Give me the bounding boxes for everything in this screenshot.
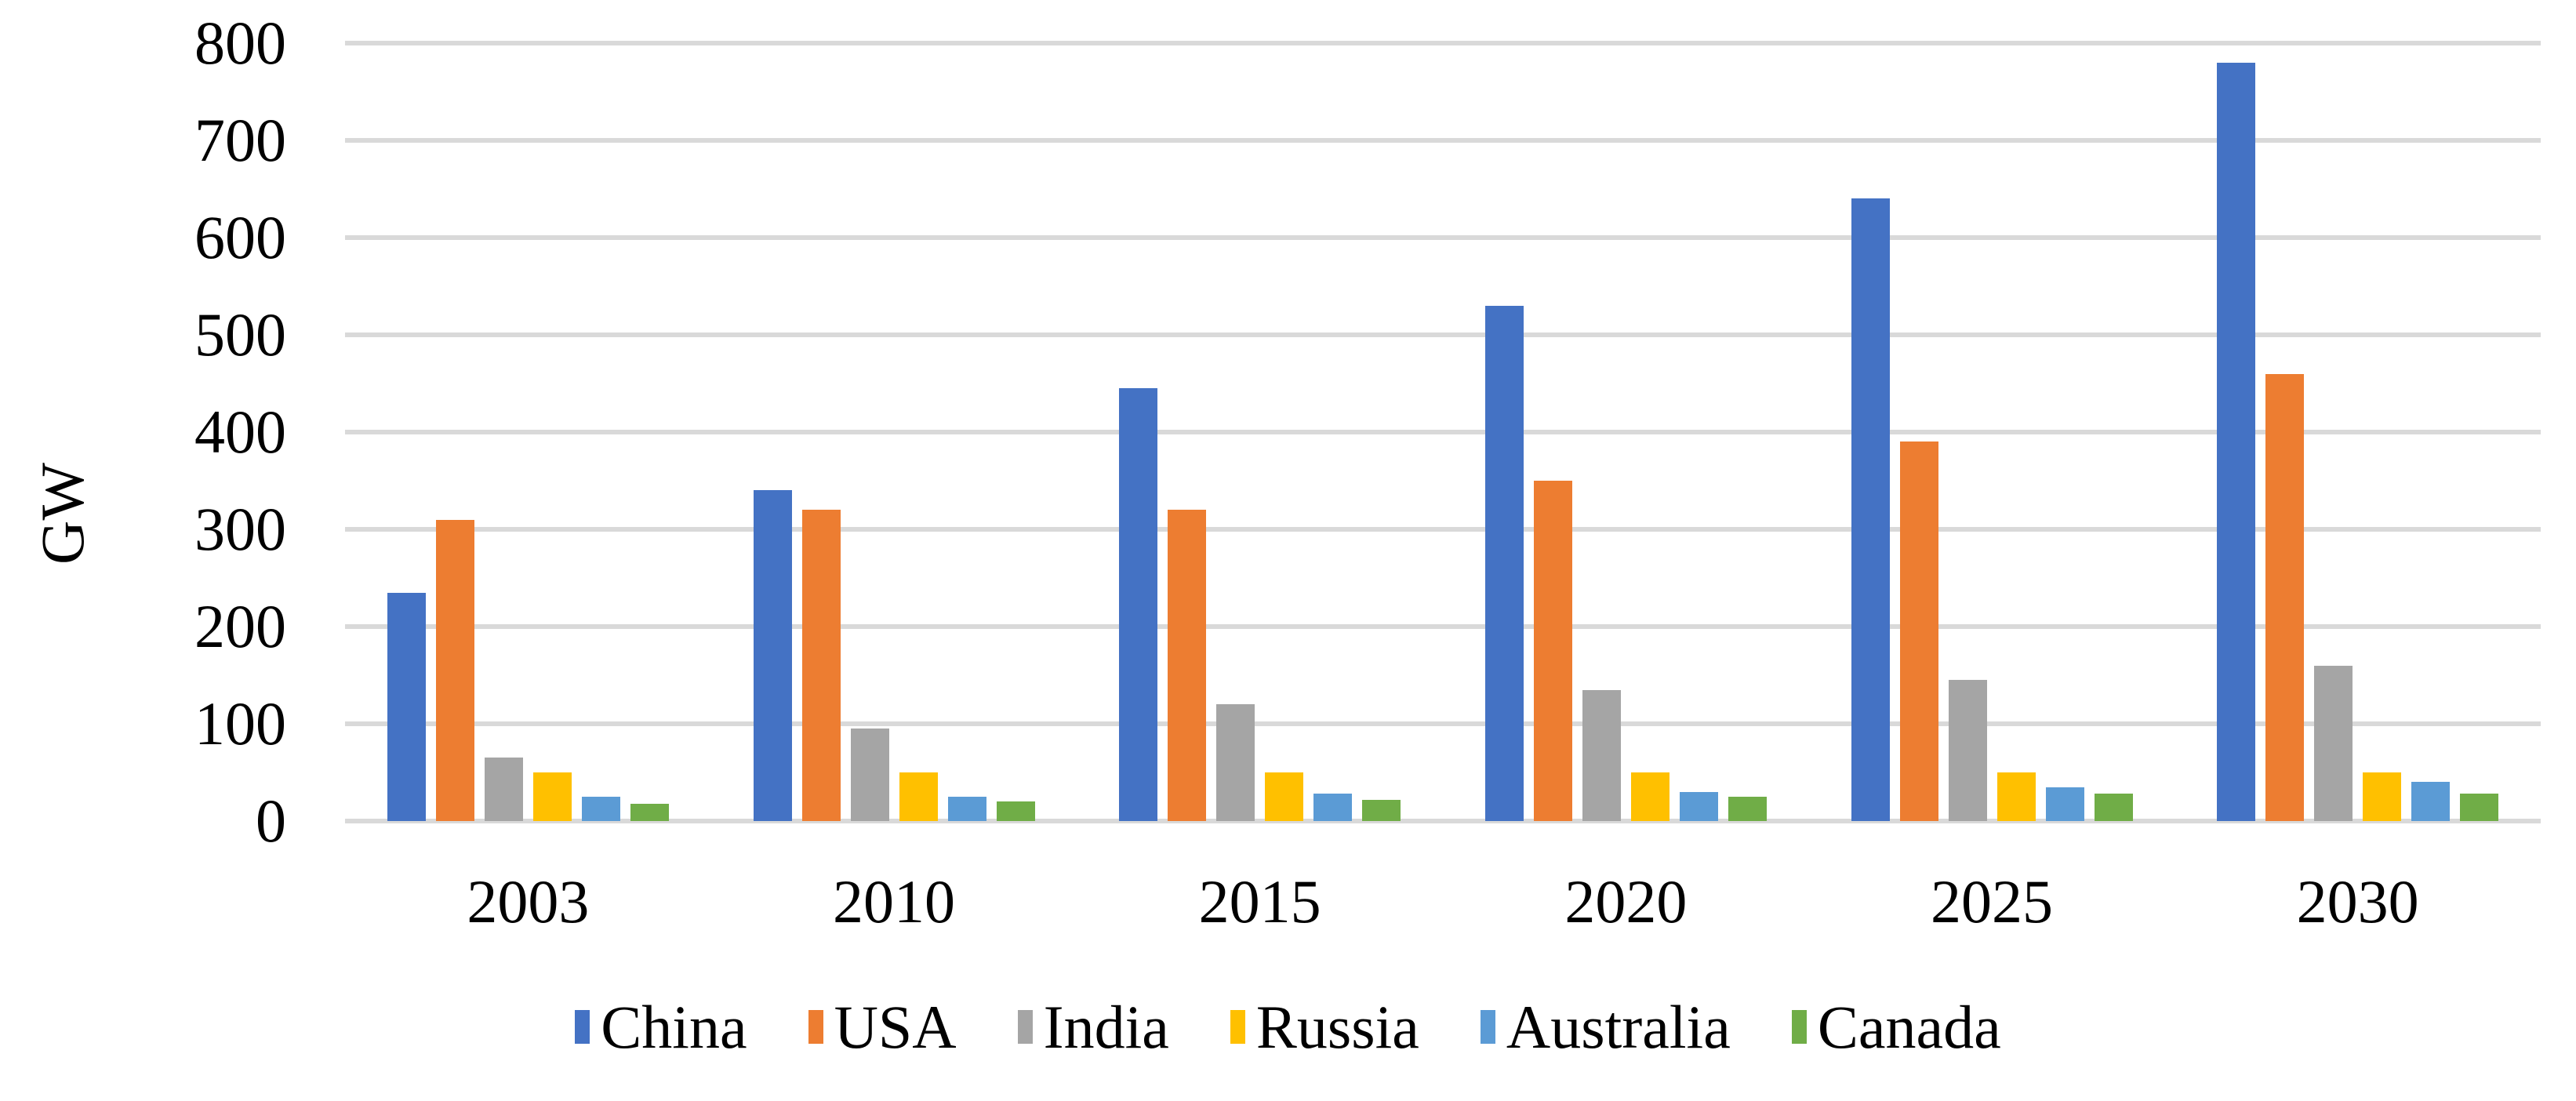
y-tick-label: 0 (256, 787, 286, 855)
bar-india-2010 (850, 729, 889, 821)
bar-china-2025 (1851, 198, 1890, 821)
y-tick-label: 700 (194, 106, 286, 174)
bar-russia-2030 (2363, 772, 2402, 821)
bar-usa-2030 (2265, 373, 2305, 821)
gridline (345, 332, 2541, 337)
x-axis-line (345, 819, 2541, 823)
bar-canada-2025 (2094, 794, 2133, 821)
bar-australia-2025 (2045, 787, 2084, 821)
bar-china-2010 (753, 490, 792, 821)
bar-australia-2020 (1679, 791, 1718, 821)
bar-australia-2015 (1313, 794, 1353, 821)
y-tick-label: 800 (194, 9, 286, 77)
gridline (345, 527, 2541, 532)
legend: China USA India Russia Australia Canada (0, 990, 2576, 1064)
x-category-label: 2030 (2296, 867, 2419, 936)
bar-usa-2015 (1168, 510, 1207, 821)
y-tick-label: 500 (194, 300, 286, 369)
bar-russia-2010 (899, 772, 938, 821)
gridline (345, 430, 2541, 434)
legend-label: USA (834, 993, 957, 1061)
bar-india-2015 (1216, 704, 1255, 821)
legend-item-russia: Russia (1230, 990, 1419, 1064)
y-tick-label: 300 (194, 495, 286, 563)
legend-label: India (1043, 993, 1169, 1061)
x-category-label: 2010 (832, 867, 955, 936)
bar-australia-2030 (2411, 782, 2451, 821)
bar-china-2020 (1484, 305, 1524, 821)
legend-marker-russia (1230, 1010, 1245, 1044)
gridline (345, 235, 2541, 240)
bar-canada-2003 (630, 803, 669, 821)
bar-china-2003 (387, 592, 426, 821)
bar-canada-2015 (1362, 799, 1401, 821)
y-tick-label: 200 (194, 592, 286, 660)
y-tick-label: 100 (194, 689, 286, 758)
bar-russia-2003 (532, 772, 572, 821)
legend-item-india: India (1017, 990, 1169, 1064)
bar-russia-2020 (1630, 772, 1669, 821)
bar-canada-2010 (996, 801, 1035, 821)
bar-usa-2003 (435, 519, 474, 821)
legend-item-canada: Canada (1791, 990, 2001, 1064)
bar-china-2015 (1119, 388, 1158, 821)
bar-russia-2025 (1996, 772, 2036, 821)
legend-marker-india (1017, 1010, 1033, 1044)
bar-usa-2020 (1533, 481, 1572, 821)
legend-label: Australia (1506, 993, 1731, 1061)
x-category-label: 2025 (1930, 867, 2053, 936)
bar-india-2003 (484, 758, 523, 821)
legend-item-australia: Australia (1480, 990, 1731, 1064)
gridline (345, 138, 2541, 143)
x-category-label: 2003 (467, 867, 590, 936)
legend-marker-canada (1791, 1010, 1807, 1044)
y-tick-label: 600 (194, 203, 286, 271)
gridline (345, 41, 2541, 45)
bar-australia-2003 (581, 797, 620, 821)
legend-marker-australia (1480, 1010, 1495, 1044)
legend-marker-china (575, 1010, 590, 1044)
legend-label: China (601, 993, 747, 1061)
bar-canada-2030 (2460, 794, 2499, 821)
legend-item-usa: USA (808, 990, 957, 1064)
legend-label: Canada (1817, 993, 2001, 1061)
bar-australia-2010 (947, 797, 986, 821)
legend-marker-usa (808, 1010, 823, 1044)
y-tick-label: 400 (194, 398, 286, 466)
x-category-label: 2015 (1198, 867, 1321, 936)
bar-india-2030 (2314, 665, 2353, 821)
gridline (345, 721, 2541, 726)
legend-label: Russia (1255, 993, 1419, 1061)
bar-canada-2020 (1728, 797, 1767, 821)
bar-russia-2015 (1265, 772, 1304, 821)
gridline (345, 624, 2541, 629)
bar-usa-2010 (801, 510, 841, 821)
bar-india-2020 (1582, 689, 1621, 821)
bar-china-2030 (2217, 62, 2256, 821)
legend-item-china: China (575, 990, 747, 1064)
x-category-label: 2020 (1564, 867, 1688, 936)
bar-india-2025 (1948, 680, 1987, 821)
bar-usa-2025 (1899, 441, 1938, 821)
